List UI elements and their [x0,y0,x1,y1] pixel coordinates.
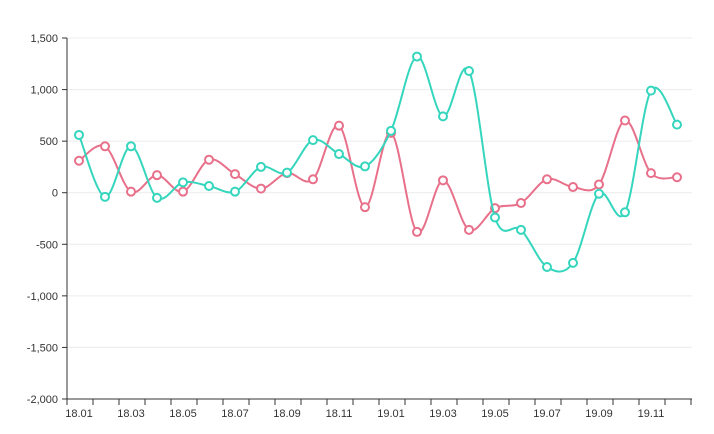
series-1-point-19.08 [568,182,578,193]
series-1-point-18.11 [334,120,344,131]
series-1-point-18.06 [204,154,214,165]
series-2-point-18.12 [360,161,370,172]
x-axis-ticks: 18.01 18.03 18.05 18.07 18.09 18.11 19.01 19.03… [65,399,692,420]
y-tick-label-1: 1,000 [30,85,58,97]
series-1-point-18.04 [152,170,162,181]
series-2-point-19.01 [386,125,396,136]
series-2-point-19.11 [646,85,656,96]
x-tick-label-18.03: 18.03 [117,408,145,420]
series-2-point-18.04 [152,192,162,203]
series-2 [74,51,682,273]
y-tick-label-5: -1,000 [27,291,58,303]
series-1-point-18.05 [178,186,188,197]
series-1-point-19.06 [516,198,526,209]
x-tick-label-19.09: 19.09 [585,408,613,420]
x-tick-label-18.01: 18.01 [65,408,93,420]
series-1-point-19.02 [412,226,422,237]
series-2-point-19.02 [412,51,422,62]
series-2-point-18.01 [74,129,84,140]
x-tick-label-18.11: 18.11 [326,408,353,420]
x-tick-label-19.05: 19.05 [481,408,509,420]
series-1-point-18.08 [256,183,266,194]
series-2-point-19.06 [516,224,526,235]
series-2-point-19.04 [464,66,474,77]
series-2-point-19.07 [542,261,552,272]
series-2-point-18.05 [178,177,188,188]
series-1-point-19.12 [672,172,682,183]
series-2-point-18.03 [126,141,136,152]
y-tick-label-6: -1,500 [27,342,58,354]
x-tick-label-18.07: 18.07 [221,408,249,420]
x-tick-label-18.09: 18.09 [273,408,301,420]
series-1-point-18.01 [74,155,84,166]
series-2-point-18.09 [282,167,292,178]
series-2-point-19.10 [620,207,630,218]
series-2-point-19.12 [672,119,682,130]
y-tick-label-3: 0 [52,188,58,200]
series-2-point-19.08 [568,257,578,268]
series-1-point-19.09 [594,179,604,190]
series-1-line [78,119,678,234]
series-1-point-18.02 [100,141,110,152]
series-1-point-18.07 [230,169,240,180]
series-1-point-18.03 [126,186,136,197]
series-2-point-19.05 [490,212,500,223]
x-tick-label-19.07: 19.07 [533,408,561,420]
series-2-point-18.08 [256,161,266,172]
series-1-point-19.07 [542,174,552,185]
series-1-point-19.10 [620,115,630,126]
series-2-line [78,55,678,273]
series-1-point-19.03 [438,175,448,186]
series-1-point-18.12 [360,202,370,213]
y-tick-label-4: -500 [36,239,58,251]
series-2-point-19.03 [438,111,448,122]
x-tick-label-19.11: 19.11 [638,408,665,420]
x-tick-label-19.03: 19.03 [429,408,457,420]
series-1 [74,115,682,237]
series-1-point-18.10 [308,174,318,185]
series-2-point-18.11 [334,149,344,160]
series-2-point-18.06 [204,181,214,192]
series-2-point-18.07 [230,186,240,197]
series-1-point-19.04 [464,224,474,235]
x-tick-label-19.01: 19.01 [377,408,405,420]
y-tick-label-7: -2,000 [27,394,58,406]
y-axis-ticks: 1,500 1,000 500 0 -500 -1,000 -1,500 -2,000 [27,33,67,406]
series-2-point-18.10 [308,135,318,146]
x-tick-label-18.05: 18.05 [169,408,197,420]
series-2-point-18.02 [100,191,110,202]
series-2-point-19.09 [594,188,604,199]
y-tick-label-0: 1,500 [30,33,58,45]
y-tick-label-2: 500 [40,136,58,148]
series-1-point-19.11 [646,168,656,179]
